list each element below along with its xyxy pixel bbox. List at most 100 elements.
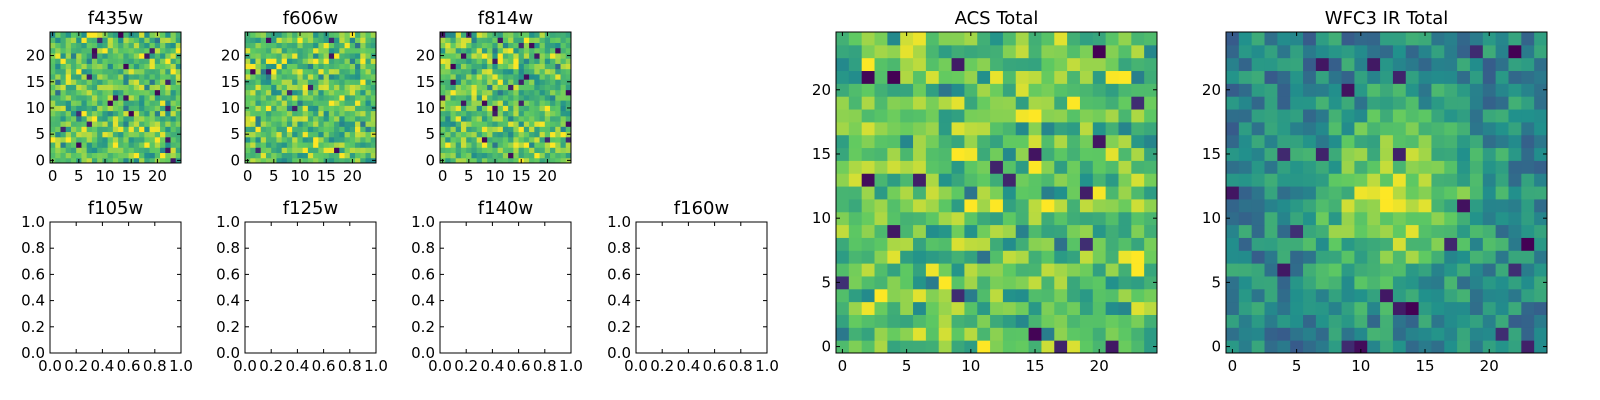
heatmap-cell <box>544 110 551 117</box>
heatmap-cell <box>265 47 272 54</box>
heatmap-cell <box>1264 32 1278 46</box>
heatmap-cell <box>1226 121 1240 136</box>
heatmap-cell <box>1092 288 1107 303</box>
heatmap-cell <box>318 110 325 117</box>
heatmap-cell <box>1418 288 1432 303</box>
heatmap-cell <box>492 152 499 159</box>
heatmap-cell <box>1405 224 1420 238</box>
heatmap-cell <box>265 63 272 70</box>
heatmap-cell <box>1469 44 1484 59</box>
heatmap-cell <box>271 73 277 80</box>
heatmap-cell <box>245 115 251 122</box>
heatmap-cell <box>977 186 991 200</box>
heatmap-cell <box>990 173 1004 187</box>
heatmap-cell <box>255 100 262 106</box>
heatmap-cell <box>1534 186 1548 200</box>
heatmap-cell <box>1521 57 1535 72</box>
heatmap-cell <box>334 94 340 101</box>
heatmap-cell <box>1367 57 1381 72</box>
heatmap-cell <box>964 173 978 187</box>
heatmap-cell <box>1118 250 1132 264</box>
heatmap-cell <box>302 152 309 159</box>
heatmap-cell <box>50 100 56 106</box>
heatmap-cell <box>1028 70 1042 84</box>
heatmap-cell <box>990 301 1004 315</box>
heatmap-cell <box>1341 288 1355 303</box>
heatmap-cell <box>255 84 262 91</box>
heatmap-cell <box>154 131 161 138</box>
heatmap-cell <box>555 42 562 49</box>
heatmap-cell <box>460 121 467 127</box>
heatmap-cell <box>160 63 166 70</box>
heatmap-cell <box>349 105 356 112</box>
heatmap-cell <box>513 100 520 106</box>
heatmap-cell <box>1277 109 1291 123</box>
heatmap-cell <box>360 136 367 143</box>
heatmap-cell <box>460 32 467 38</box>
heatmap-cell <box>60 121 67 127</box>
heatmap-cell <box>1495 288 1509 303</box>
heatmap-cell <box>1521 224 1535 238</box>
heatmap-cell <box>265 79 272 85</box>
heatmap-cell <box>339 152 346 159</box>
heatmap-cell <box>1392 288 1407 303</box>
heatmap-cell <box>913 237 927 251</box>
heatmap-cell <box>440 94 446 101</box>
heatmap-cell <box>65 115 72 122</box>
heatmap-cell <box>1380 275 1394 290</box>
heatmap-cell <box>265 52 272 59</box>
heatmap-cell <box>1226 250 1240 264</box>
heatmap-cell <box>112 89 119 96</box>
heatmap-cell <box>334 37 340 43</box>
heatmap-cell <box>139 121 145 127</box>
heatmap-cell <box>1131 263 1145 277</box>
heatmap-cell <box>497 126 504 133</box>
heatmap-cell <box>365 52 372 59</box>
heatmap-cell <box>323 68 330 75</box>
heatmap-cell <box>1079 301 1094 315</box>
heatmap-cell <box>1015 134 1030 149</box>
heatmap-cell <box>1457 301 1471 315</box>
heatmap-cell <box>874 340 888 354</box>
heatmap-cell <box>1264 288 1278 303</box>
heatmap-cell <box>50 121 56 127</box>
axes-frame <box>439 31 572 164</box>
heatmap-cell <box>1418 83 1432 97</box>
heatmap-cell <box>1028 275 1042 290</box>
heatmap-cell <box>91 58 98 64</box>
heatmap-cell <box>476 126 483 133</box>
heatmap-cell <box>964 32 978 46</box>
heatmap-cell <box>1444 237 1458 251</box>
heatmap-cell <box>112 73 119 80</box>
heatmap-cell <box>492 79 499 85</box>
heatmap-cell <box>328 42 335 49</box>
heatmap-cell <box>86 47 93 54</box>
heatmap-cell <box>964 57 978 72</box>
heatmap-cell <box>1092 109 1107 123</box>
heatmap-cell <box>349 58 356 64</box>
heatmap-cell <box>476 131 483 138</box>
heatmap-cell <box>1131 147 1145 161</box>
heatmap-cell <box>313 152 319 159</box>
heatmap-cell <box>1226 327 1240 341</box>
heatmap-cell <box>508 37 514 43</box>
heatmap-cell <box>50 84 56 91</box>
heatmap-cell <box>534 68 541 75</box>
heatmap-cell <box>445 110 451 117</box>
heatmap-cell <box>360 63 367 70</box>
heatmap-cell <box>81 131 88 138</box>
heatmap-cell <box>1392 275 1407 290</box>
heatmap-cell <box>360 115 367 122</box>
heatmap-cell <box>1290 160 1304 174</box>
heatmap-cell <box>313 47 319 54</box>
heatmap-cell <box>255 126 262 133</box>
heatmap-cell <box>50 37 56 43</box>
heatmap-cell <box>297 121 304 127</box>
heatmap-cell <box>123 157 130 164</box>
heatmap-cell <box>1092 121 1107 136</box>
heatmap-cell <box>245 152 251 159</box>
heatmap-cell <box>466 89 472 96</box>
heatmap-cell <box>1303 198 1317 213</box>
heatmap-cell <box>964 237 978 251</box>
heatmap-cell <box>339 52 346 59</box>
